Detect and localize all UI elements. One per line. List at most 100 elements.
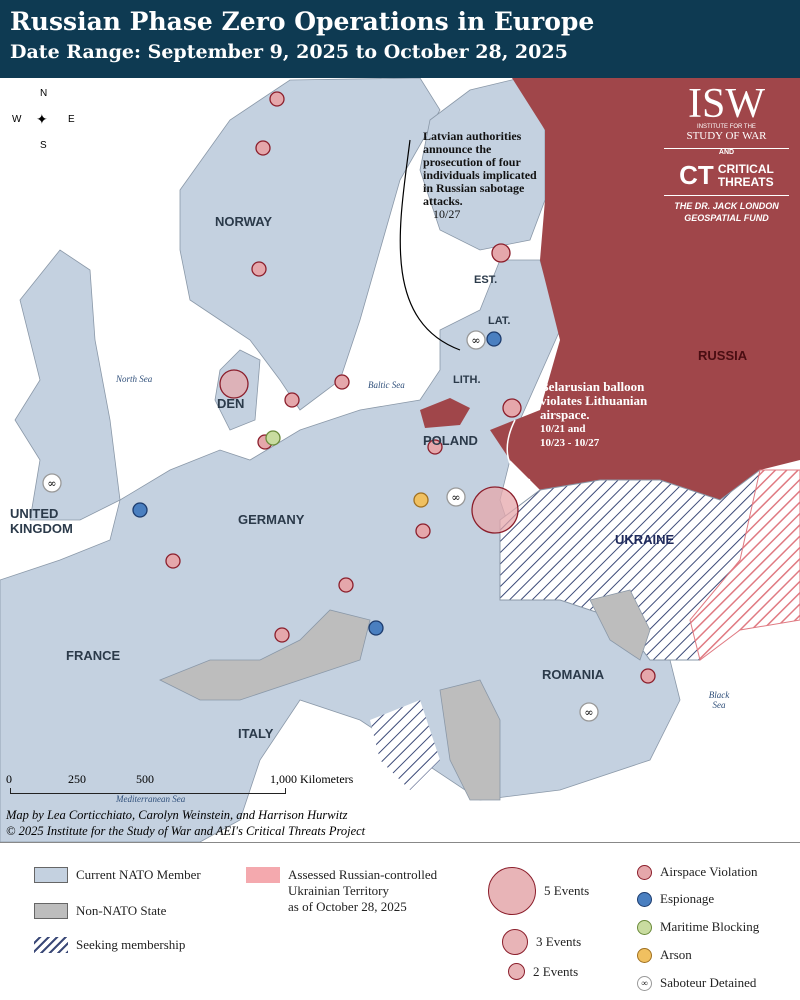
- airspace-marker: [491, 243, 511, 263]
- label-italy: ITALY: [238, 726, 274, 741]
- legend-airspace: Airspace Violation: [637, 864, 758, 880]
- saboteur-marker: [579, 702, 599, 722]
- balkans-hatch: [370, 700, 440, 790]
- scandinavia: [179, 78, 441, 411]
- annotation-lithuania-text: Belarusian balloon violates Lithuanian a…: [540, 379, 648, 422]
- label-romania: ROMANIA: [542, 667, 605, 682]
- legend-2-events: 2 Events: [508, 963, 578, 980]
- legend-maritime-label: Maritime Blocking: [660, 919, 760, 934]
- label-poland: POLAND: [423, 433, 478, 448]
- compass: N S E W ✦: [12, 88, 76, 152]
- scale-line: [10, 788, 286, 794]
- serbia: [439, 679, 501, 801]
- saboteur-marker: [466, 330, 486, 350]
- airspace-marker: [251, 261, 267, 277]
- lithuania-arrow: [506, 419, 531, 481]
- legend-2-label: 2 Events: [533, 963, 579, 979]
- label-ukraine: UKRAINE: [615, 532, 675, 547]
- switzerland-austria: [159, 609, 371, 701]
- airspace-marker: [284, 392, 300, 408]
- legend-espionage: Espionage: [637, 891, 714, 907]
- isw-ct-logo: ISW INSTITUTE FOR THE STUDY OF WAR AND C…: [664, 83, 789, 224]
- label-uk: UNITED KINGDOM: [10, 506, 73, 536]
- isw-sub1: INSTITUTE FOR THE: [697, 124, 756, 130]
- legend-3-label: 3 Events: [536, 934, 582, 949]
- occupied-ukraine: [689, 469, 800, 661]
- legend-saboteur-label: Saboteur Detained: [660, 975, 757, 990]
- airspace-marker: [502, 398, 522, 418]
- ct-line1: CRITICAL: [717, 161, 774, 176]
- label-den: DEN: [217, 396, 245, 411]
- airspace-marker: [471, 486, 519, 534]
- annotation-lithuania: Belarusian balloon violates Lithuanian a…: [540, 380, 660, 450]
- sea-baltic: Baltic Sea: [368, 380, 405, 390]
- legend-seeking-label: Seeking membership: [76, 937, 186, 952]
- espionage-marker: [486, 331, 502, 347]
- label-lith: LITH.: [453, 374, 481, 386]
- legend-occupied-2: Ukrainian Territory: [288, 883, 390, 898]
- espionage-marker: [368, 620, 384, 636]
- arson-marker: [413, 492, 429, 508]
- legend-5-events: 5 Events: [488, 867, 589, 915]
- legend-saboteur: ∞ Saboteur Detained: [637, 975, 756, 991]
- label-norway: NORWAY: [215, 214, 273, 229]
- ct-mark: CT: [679, 160, 714, 190]
- espionage-marker: [132, 502, 148, 518]
- annotation-lithuania-date2: 10/23 - 10/27: [540, 437, 600, 449]
- handcuffs-icon: ∞: [584, 706, 593, 719]
- scale-250: 250: [68, 772, 86, 786]
- annotation-latvia-date: 10/27: [433, 207, 461, 221]
- handcuffs-icon: ∞: [451, 491, 460, 504]
- annotation-latvia-text: Latvian authorities announce the prosecu…: [423, 129, 537, 208]
- legend-airspace-label: Airspace Violation: [660, 864, 758, 879]
- compass-star-icon: ✦: [36, 111, 48, 127]
- fund-line1: THE DR. JACK LONDON: [674, 201, 779, 211]
- airspace-marker: [274, 627, 290, 643]
- annotation-latvia: Latvian authorities announce the prosecu…: [423, 130, 548, 221]
- saboteur-marker: [42, 473, 62, 493]
- legend-arson: Arson: [637, 947, 692, 963]
- scale-1000: 1,000 Kilometers: [270, 772, 354, 786]
- map-title: Russian Phase Zero Operations in Europe: [10, 7, 595, 36]
- legend-non-nato: Non-NATO State: [34, 903, 166, 919]
- handcuffs-icon: ∞: [471, 334, 480, 347]
- marker-layer: ∞ ∞ ∞ ∞: [42, 91, 656, 722]
- label-germany: GERMANY: [238, 512, 305, 527]
- logo-and: AND: [664, 148, 789, 156]
- legend-espionage-label: Espionage: [660, 891, 715, 906]
- annotation-lithuania-date1: 10/21 and: [540, 423, 586, 435]
- credits-authors: Map by Lea Corticchiato, Carolyn Weinste…: [6, 808, 348, 822]
- legend-5-label: 5 Events: [544, 883, 590, 898]
- sea-med: Mediterranean Sea: [116, 794, 186, 804]
- legend-nato: Current NATO Member: [34, 867, 201, 883]
- label-russia: RUSSIA: [698, 348, 748, 363]
- legend-arson-label: Arson: [660, 947, 692, 962]
- credits-copyright: © 2025 Institute for the Study of War an…: [6, 824, 366, 838]
- header: Russian Phase Zero Operations in Europe …: [0, 0, 800, 78]
- map: ∞ ∞ ∞ ∞ N S E W ✦ ISW INSTITUTE FOR THE STU…: [0, 78, 800, 842]
- airspace-marker: [427, 439, 443, 455]
- handcuffs-icon: ∞: [637, 975, 652, 991]
- latvia-arrow: [399, 139, 461, 351]
- airspace-marker: [338, 577, 354, 593]
- compass-e: E: [68, 114, 75, 125]
- map-subtitle: Date Range: September 9, 2025 to October…: [10, 41, 568, 63]
- legend-occupied: Assessed Russian-controlled Ukrainian Ter…: [246, 867, 437, 915]
- airspace-marker: [219, 369, 249, 399]
- map-canvas: ∞ ∞ ∞ ∞: [0, 78, 800, 842]
- saboteur-marker: [446, 487, 466, 507]
- legend-occupied-3: as of October 28, 2025: [288, 899, 407, 914]
- russia: [490, 78, 800, 500]
- isw-sub2: STUDY OF WAR: [686, 130, 767, 142]
- compass-w: W: [12, 114, 22, 125]
- legend-occupied-1: Assessed Russian-controlled: [288, 867, 438, 882]
- airspace-marker: [640, 668, 656, 684]
- sea-black: Black Sea: [708, 690, 730, 710]
- finland: [419, 78, 546, 251]
- ct-logo: CT CRITICAL THREATS: [664, 160, 789, 191]
- credits: Map by Lea Corticchiato, Carolyn Weinste…: [6, 807, 365, 839]
- label-lat: LAT.: [488, 315, 511, 327]
- airspace-marker: [334, 374, 350, 390]
- maritime-marker: [265, 430, 281, 446]
- kaliningrad: [420, 398, 470, 428]
